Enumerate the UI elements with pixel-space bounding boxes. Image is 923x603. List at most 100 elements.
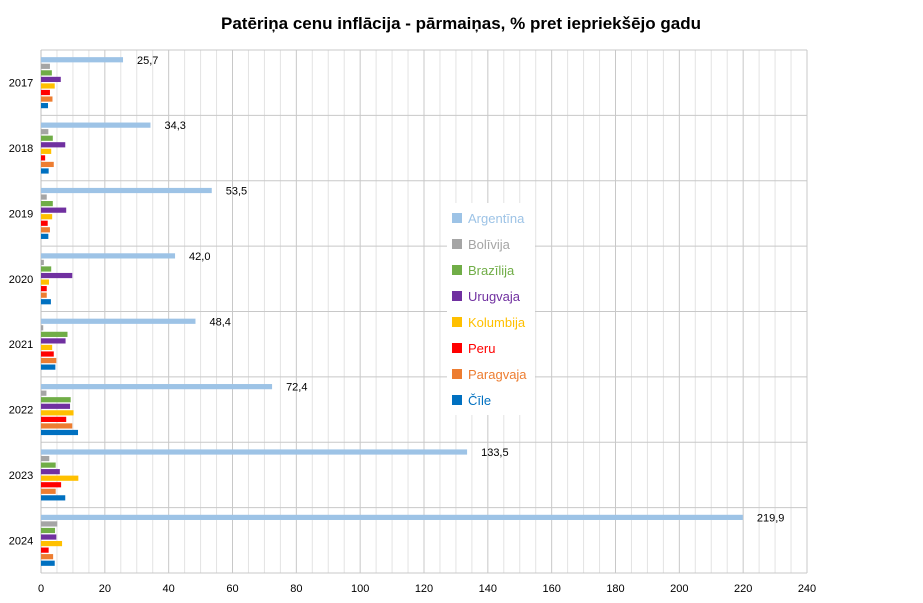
data-label: 219,9 [757, 512, 785, 524]
bar [41, 357, 57, 364]
bar [41, 286, 47, 292]
y-tick-label: 2020 [9, 274, 33, 286]
bar [41, 527, 56, 534]
legend-item-label: Brazīlija [468, 263, 515, 278]
x-tick-label: 180 [606, 583, 624, 595]
bar [41, 142, 66, 148]
bar [41, 455, 50, 462]
legend-item-label: Čīle [468, 393, 491, 408]
x-tick-label: 20 [99, 583, 111, 595]
bar [41, 344, 53, 351]
bar [41, 397, 71, 403]
legend-item-label: Paragvaja [468, 367, 527, 382]
legend-swatch [452, 395, 462, 405]
bar [41, 161, 54, 168]
bar [41, 364, 56, 370]
legend-swatch [452, 291, 462, 301]
legend-swatch [452, 265, 462, 275]
x-tick-label: 40 [163, 583, 175, 595]
x-tick-label: 240 [798, 583, 816, 595]
bar [41, 135, 53, 141]
bar [41, 103, 49, 109]
bar [41, 63, 50, 69]
bar [41, 338, 66, 344]
bar [41, 129, 49, 135]
bar [41, 207, 67, 213]
bar [41, 220, 48, 226]
bar [41, 122, 151, 128]
x-tick-label: 120 [415, 583, 433, 595]
legend-item-label: Peru [468, 341, 495, 356]
legend-swatch [452, 213, 462, 223]
bar [41, 547, 49, 553]
chart-title: Patēriņa cenu inflācija - pārmaiņas, % p… [221, 14, 701, 33]
x-tick-label: 60 [226, 583, 238, 595]
x-tick-label: 0 [38, 583, 44, 595]
bar [41, 384, 273, 390]
bar [41, 423, 73, 429]
bar [41, 514, 743, 520]
bar [41, 416, 67, 422]
bar [41, 540, 63, 547]
bar [41, 299, 51, 305]
data-label: 42,0 [189, 251, 210, 263]
x-tick-label: 200 [670, 583, 688, 595]
bar [41, 194, 47, 200]
bar [41, 462, 56, 468]
legend-item-label: Urugvaja [468, 289, 521, 304]
data-label: 34,3 [164, 120, 185, 132]
bar [41, 168, 49, 174]
bar [41, 325, 44, 331]
legend-background [447, 203, 535, 415]
bar [41, 253, 176, 259]
bar [41, 469, 60, 475]
y-axis-ticks: 2017 2018 2019 2020 2021 2022 2023 2024 [9, 78, 33, 548]
x-axis-ticks: 0 20 40 60 80 100 120 140 160 180 200 220 240 [38, 583, 816, 595]
bar [41, 482, 62, 488]
bar [41, 70, 52, 76]
bar [41, 331, 68, 337]
bar [41, 89, 50, 96]
bar [41, 227, 50, 233]
bar [41, 475, 79, 481]
bar [41, 266, 52, 272]
bar [41, 292, 47, 298]
bar [41, 201, 53, 207]
bar [41, 449, 468, 455]
legend-item-label: Argentīna [468, 211, 525, 226]
bar [41, 521, 58, 527]
category-separators [40, 49, 807, 574]
y-tick-label: 2021 [9, 339, 33, 351]
bar [41, 259, 44, 266]
data-label: 133,5 [481, 447, 509, 459]
data-label: 25,7 [137, 55, 158, 67]
legend-swatch [452, 317, 462, 327]
y-tick-label: 2022 [9, 405, 33, 417]
bar [41, 495, 66, 501]
bar [41, 534, 57, 540]
bar [41, 429, 79, 436]
bar [41, 318, 196, 324]
bar [41, 214, 53, 220]
data-label: 53,5 [226, 186, 247, 198]
bar [41, 155, 46, 161]
data-labels: 25,7 34,3 53,5 42,0 48,4 72,4 133,5 219,9 [137, 55, 784, 525]
legend: Argentīna Bolīvija Brazīlija Urugvaja Kolumb… [447, 203, 535, 415]
bar [41, 57, 124, 63]
legend-item-label: Kolumbija [468, 315, 526, 330]
bar [41, 403, 71, 409]
bar [41, 279, 49, 285]
y-tick-label: 2017 [9, 78, 33, 90]
y-tick-label: 2018 [9, 143, 33, 155]
bar [41, 390, 47, 396]
bar [41, 148, 52, 154]
data-label: 72,4 [286, 382, 307, 394]
legend-swatch [452, 239, 462, 249]
x-tick-label: 100 [351, 583, 369, 595]
legend-swatch [452, 343, 462, 353]
y-tick-label: 2024 [9, 535, 33, 547]
legend-item-label: Bolīvija [468, 237, 511, 252]
bar [41, 560, 55, 566]
data-label: 48,4 [209, 316, 230, 328]
